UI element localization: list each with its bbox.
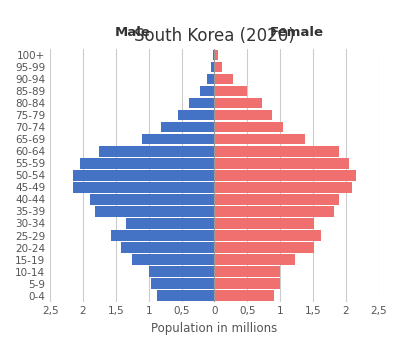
Bar	[214, 50, 218, 61]
Bar	[214, 194, 338, 204]
Title: South Korea (2020): South Korea (2020)	[134, 27, 294, 45]
Text: Male: Male	[114, 26, 150, 39]
Bar	[214, 110, 271, 120]
Bar	[142, 134, 214, 145]
Bar	[214, 206, 333, 217]
Bar	[214, 266, 279, 277]
Bar	[214, 86, 247, 97]
Bar	[214, 290, 273, 301]
Bar	[214, 279, 279, 289]
Bar	[121, 243, 214, 253]
Bar	[214, 98, 261, 108]
Bar	[211, 62, 214, 72]
Bar	[95, 206, 214, 217]
Bar	[89, 194, 214, 204]
Bar	[214, 146, 338, 156]
Bar	[79, 158, 214, 168]
Bar	[189, 98, 214, 108]
Bar	[148, 266, 214, 277]
Bar	[214, 182, 352, 192]
Bar	[132, 254, 214, 265]
Bar	[213, 50, 214, 61]
Bar	[214, 170, 355, 181]
Bar	[214, 230, 320, 240]
Bar	[73, 170, 214, 181]
Bar	[214, 74, 232, 84]
Bar	[99, 146, 214, 156]
Bar	[110, 230, 214, 240]
Bar	[126, 218, 214, 229]
Bar	[214, 243, 314, 253]
Bar	[199, 86, 214, 97]
Bar	[206, 74, 214, 84]
X-axis label: Population in millions: Population in millions	[151, 322, 277, 335]
Bar	[156, 290, 214, 301]
Bar	[214, 122, 283, 133]
Bar	[214, 134, 304, 145]
Bar	[214, 62, 222, 72]
Bar	[150, 279, 214, 289]
Bar	[214, 218, 314, 229]
Text: Female: Female	[269, 26, 323, 39]
Bar	[178, 110, 214, 120]
Bar	[73, 182, 214, 192]
Bar	[160, 122, 214, 133]
Bar	[214, 158, 348, 168]
Bar	[214, 254, 294, 265]
